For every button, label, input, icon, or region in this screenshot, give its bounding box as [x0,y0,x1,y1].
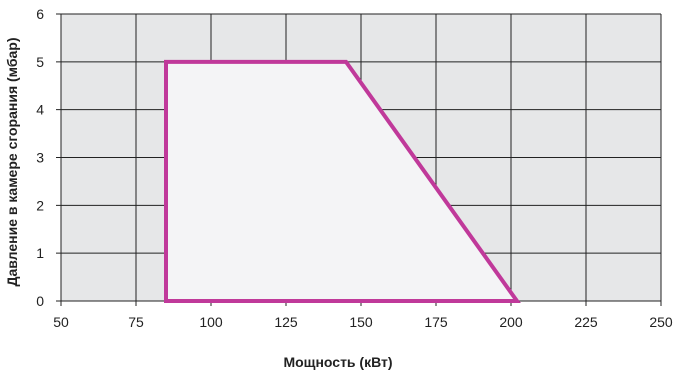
y-tick-label: 4 [36,102,44,118]
y-tick-label: 0 [36,293,44,309]
operating-region [164,59,521,303]
x-axis-title: Мощность (кВт) [283,354,392,370]
y-tick-label: 5 [36,54,44,70]
x-tick-label: 150 [349,314,373,330]
x-tick-label: 50 [53,314,69,330]
x-tick-label: 225 [574,314,598,330]
y-tick-label: 2 [36,197,44,213]
y-axis-title: Давление в камере сгорания (мбар) [4,38,20,287]
x-tick-label: 200 [499,314,523,330]
y-tick-label: 6 [36,6,44,22]
x-tick-label: 175 [424,314,448,330]
x-tick-label: 125 [274,314,298,330]
x-tick-label: 250 [649,314,673,330]
x-axis-ticks: 50 75 100 125 150 175 200 225 250 [53,314,673,330]
x-tick-label: 100 [199,314,223,330]
x-tick-label: 75 [128,314,144,330]
y-tick-label: 1 [36,245,44,261]
y-tick-label: 3 [36,150,44,166]
y-axis-ticks: 0 1 2 3 4 5 6 [36,6,44,309]
